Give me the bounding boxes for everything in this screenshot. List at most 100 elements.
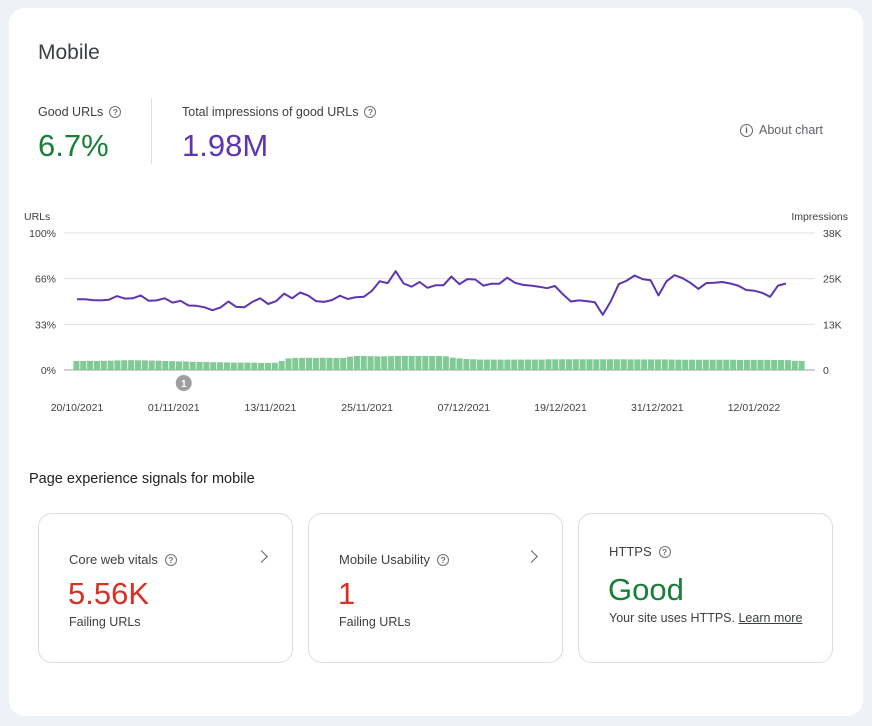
- bar: [456, 358, 463, 370]
- bar: [695, 359, 702, 370]
- help-icon[interactable]: ?: [364, 106, 377, 118]
- bar: [435, 356, 443, 370]
- learn-more-link[interactable]: Learn more: [738, 611, 803, 625]
- bar: [408, 355, 415, 370]
- bar: [100, 360, 107, 370]
- chevron-right-icon[interactable]: [255, 550, 268, 563]
- bar: [182, 361, 189, 370]
- bar: [347, 356, 354, 370]
- bar: [552, 359, 559, 370]
- bar: [162, 360, 169, 370]
- bar: [736, 359, 744, 370]
- sig-subtitle: Failing URLs: [69, 615, 141, 629]
- bar: [743, 359, 750, 370]
- bar: [531, 359, 538, 370]
- about-chart-link[interactable]: i About chart: [740, 123, 823, 137]
- bar: [470, 359, 477, 370]
- mobile-usability-card[interactable]: Mobile Usability ? 1 Failing URLs: [308, 513, 563, 663]
- bar: [483, 359, 490, 370]
- bar: [750, 359, 757, 370]
- bar: [80, 360, 87, 370]
- bar: [381, 356, 388, 370]
- bar: [169, 361, 176, 370]
- bar: [524, 359, 531, 370]
- impressions-label: Total impressions of good URLs ?: [182, 105, 377, 119]
- bar: [572, 359, 579, 370]
- bar: [600, 359, 607, 370]
- bar: [477, 359, 484, 370]
- impressions-line: [77, 270, 787, 316]
- bar: [121, 360, 128, 370]
- bar: [607, 359, 614, 370]
- x-tick-label: 31/12/2021: [631, 402, 684, 414]
- bar: [613, 359, 620, 370]
- help-icon[interactable]: ?: [437, 553, 450, 566]
- bar: [264, 362, 271, 370]
- bar: [374, 356, 381, 370]
- signals-section-title: Page experience signals for mobile: [29, 471, 255, 487]
- good-urls-value: 6.7%: [38, 128, 109, 163]
- bar: [128, 360, 135, 370]
- left-tick-label: 0%: [41, 365, 56, 377]
- sig-value: 1: [338, 576, 356, 611]
- bar: [661, 359, 668, 370]
- right-tick-label: 38K: [823, 228, 842, 240]
- bar: [388, 356, 395, 370]
- bar: [223, 362, 230, 370]
- sig-value: 5.56K: [68, 576, 150, 611]
- bar: [730, 359, 737, 370]
- right-axis-title: Impressions: [791, 211, 848, 223]
- bar: [148, 360, 155, 370]
- bar: [176, 361, 183, 370]
- bar: [429, 356, 436, 370]
- bar: [689, 359, 696, 370]
- card-title: Mobile: [38, 41, 100, 64]
- good-urls-label-text: Good URLs: [38, 105, 104, 119]
- bar: [305, 357, 313, 370]
- left-tick-label: 100%: [29, 228, 56, 240]
- bar: [668, 359, 675, 370]
- bar: [210, 362, 217, 370]
- bar: [593, 359, 600, 370]
- bar: [141, 360, 148, 370]
- bar: [798, 360, 805, 370]
- bar: [538, 359, 545, 370]
- core-web-vitals-card[interactable]: Core web vitals ? 5.56K Failing URLs: [38, 513, 293, 663]
- sig-title: HTTPS ?: [609, 544, 671, 559]
- bar: [340, 357, 347, 370]
- bar: [292, 357, 299, 370]
- help-icon[interactable]: ?: [658, 545, 671, 558]
- bar: [244, 362, 251, 370]
- bar: [545, 359, 552, 370]
- https-card: HTTPS ? Good Your site uses HTTPS. Learn…: [578, 513, 833, 663]
- bar: [367, 356, 374, 370]
- sig-subtitle: Failing URLs: [339, 615, 411, 629]
- bar: [258, 362, 265, 370]
- left-tick-label: 33%: [35, 319, 56, 331]
- bar: [490, 359, 497, 370]
- sig-title-text: HTTPS: [609, 544, 652, 559]
- bar: [217, 362, 224, 370]
- right-tick-label: 0: [823, 365, 829, 377]
- bar: [641, 359, 648, 370]
- x-tick-label: 07/12/2021: [438, 402, 491, 414]
- bar: [449, 357, 456, 370]
- bar: [778, 359, 785, 370]
- bar: [285, 358, 292, 370]
- bar: [791, 360, 798, 370]
- annotation-marker: [175, 375, 192, 391]
- chevron-right-icon[interactable]: [525, 550, 538, 563]
- bar: [716, 359, 723, 370]
- impressions-value: 1.98M: [182, 128, 269, 163]
- bar: [675, 359, 682, 370]
- bar: [73, 360, 80, 370]
- bar: [579, 359, 586, 370]
- bar: [251, 362, 258, 370]
- help-icon[interactable]: ?: [164, 553, 177, 566]
- help-icon[interactable]: ?: [109, 106, 122, 118]
- x-tick-label: 13/11/2021: [245, 402, 297, 414]
- right-tick-label: 13K: [823, 319, 842, 331]
- metric-divider: [151, 98, 152, 164]
- bar: [565, 359, 573, 370]
